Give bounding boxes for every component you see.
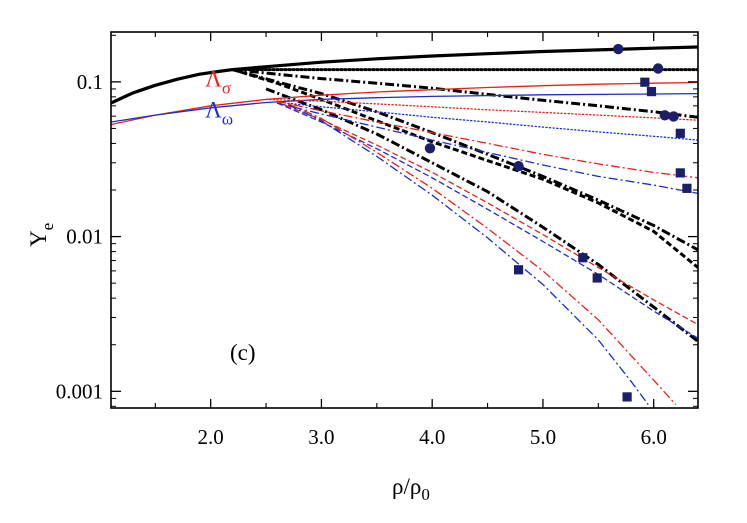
series-line-8 [111,92,698,123]
lambda-label-σ: Λσ [205,67,231,98]
y-tick-label: 0.01 [66,225,103,249]
square-marker [513,265,524,275]
x-axis-title: ρ/ρ0 [392,474,430,504]
square-marker [578,253,588,263]
square-marker [682,183,692,193]
square-marker [675,168,685,178]
square-marker [675,128,685,138]
series-line-11 [276,100,698,179]
circle-marker [513,161,524,172]
series-line-16 [287,104,649,405]
lambda-label-ω: Λω [205,97,233,128]
square-marker [592,273,602,283]
x-tick-label: 6.0 [641,425,667,449]
circle-marker [424,143,436,154]
plot-frame [110,31,699,409]
x-tick-label: 4.0 [419,425,445,449]
x-tick-label: 5.0 [530,425,556,449]
series-line-1 [111,45,698,105]
series-line-12 [276,102,698,195]
series-layer [111,45,698,406]
series-line-3 [232,68,698,119]
circle-marker [613,43,624,55]
square-marker [646,87,657,97]
series-line-10 [276,101,698,141]
series-line-4 [232,68,698,252]
circle-marker [652,63,664,74]
square-marker [640,77,650,87]
square-marker [622,392,632,402]
y-tick-label: 0.1 [77,70,103,94]
tick-layer [111,32,698,408]
series-line-15 [287,103,677,406]
series-line-14 [276,102,698,339]
circle-marker [668,111,679,122]
series-line-13 [276,101,698,326]
circle-marker [659,110,670,121]
series-line-6 [265,87,698,343]
series-line-7 [111,81,698,126]
marker-layer [424,43,692,402]
x-tick-label: 3.0 [308,425,334,449]
series-line-9 [265,98,698,121]
y-axis-title: Ye [26,223,57,247]
x-tick-label: 2.0 [198,425,224,449]
y-tick-label: 0.001 [56,379,103,403]
panel-label: (c) [230,340,256,365]
